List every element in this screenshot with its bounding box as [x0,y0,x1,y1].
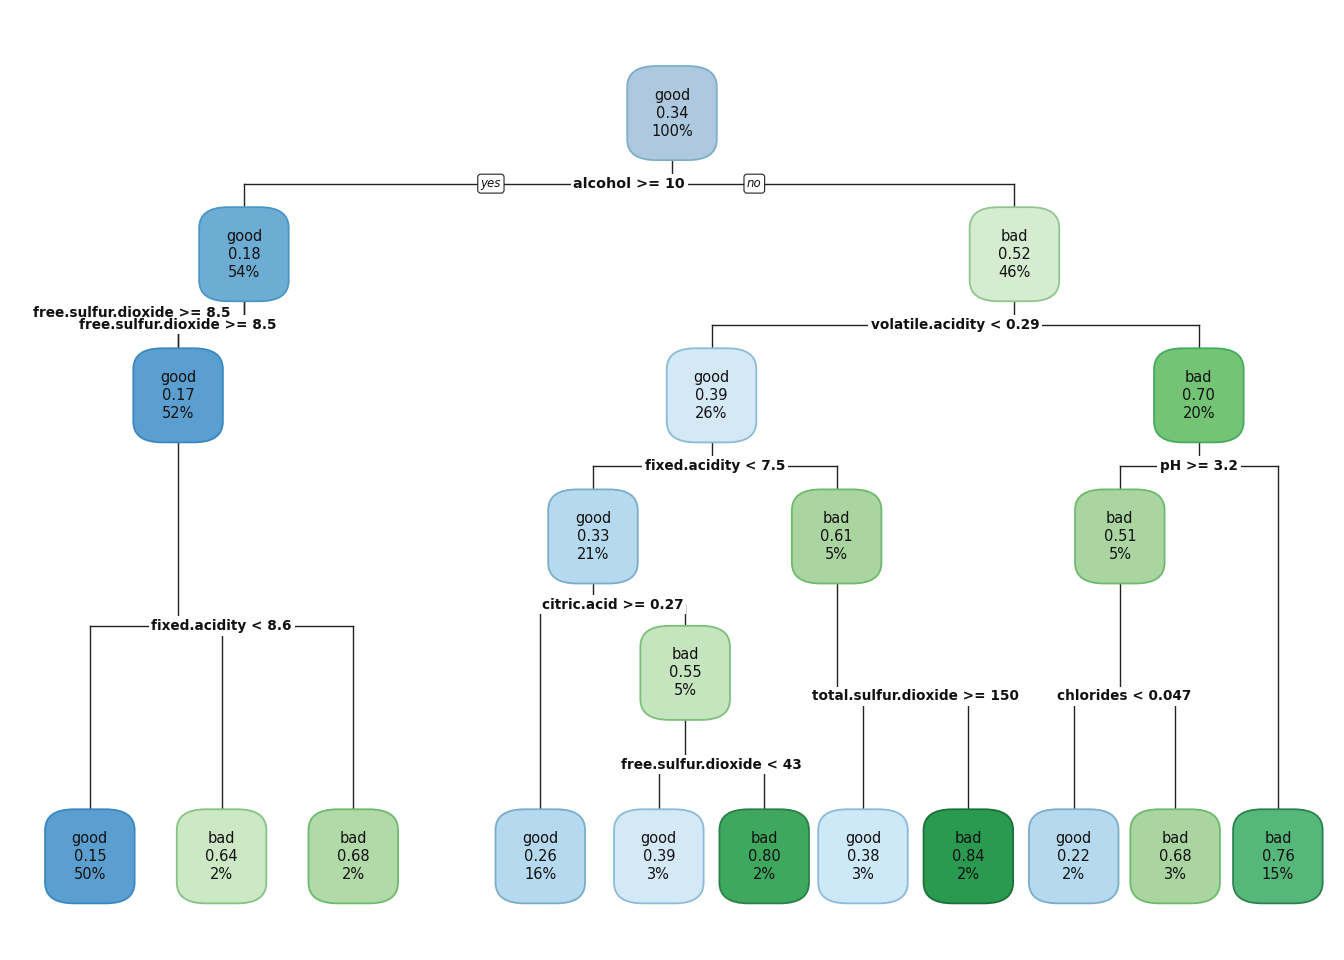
FancyBboxPatch shape [177,809,266,903]
Text: free.sulfur.dioxide >= 8.5: free.sulfur.dioxide >= 8.5 [79,318,277,332]
Text: pH >= 3.2: pH >= 3.2 [1160,459,1238,473]
Text: good
0.33
21%: good 0.33 21% [575,511,612,562]
Text: good
0.39
26%: good 0.39 26% [694,370,730,420]
FancyBboxPatch shape [1030,809,1118,903]
FancyBboxPatch shape [640,626,730,720]
Text: bad
0.84
2%: bad 0.84 2% [952,830,985,882]
Text: fixed.acidity < 7.5: fixed.acidity < 7.5 [645,459,785,473]
FancyBboxPatch shape [1154,348,1243,443]
Text: bad
0.61
5%: bad 0.61 5% [820,511,853,562]
Text: volatile.acidity < 0.29: volatile.acidity < 0.29 [871,318,1039,332]
FancyBboxPatch shape [133,348,223,443]
Text: bad
0.64
2%: bad 0.64 2% [206,830,238,882]
Text: free.sulfur.dioxide >= 8.5: free.sulfur.dioxide >= 8.5 [34,306,231,320]
Text: good
0.26
16%: good 0.26 16% [523,830,558,882]
Text: bad
0.51
5%: bad 0.51 5% [1103,511,1136,562]
Text: bad
0.68
3%: bad 0.68 3% [1159,830,1191,882]
FancyBboxPatch shape [548,490,638,584]
Text: bad
0.80
2%: bad 0.80 2% [747,830,781,882]
FancyBboxPatch shape [969,207,1059,301]
FancyBboxPatch shape [496,809,585,903]
Text: bad
0.52
46%: bad 0.52 46% [999,228,1031,279]
Text: bad
0.76
15%: bad 0.76 15% [1262,830,1294,882]
Text: good
0.39
3%: good 0.39 3% [641,830,677,882]
Text: good
0.34
100%: good 0.34 100% [650,87,694,138]
FancyBboxPatch shape [1075,490,1165,584]
FancyBboxPatch shape [667,348,757,443]
Text: citric.acid >= 0.27: citric.acid >= 0.27 [542,598,684,612]
Text: no: no [747,178,762,190]
FancyBboxPatch shape [1232,809,1322,903]
Text: good
0.22
2%: good 0.22 2% [1055,830,1091,882]
Text: good
0.17
52%: good 0.17 52% [160,370,196,420]
Text: good
0.15
50%: good 0.15 50% [71,830,108,882]
FancyBboxPatch shape [309,809,398,903]
Text: alcohol >= 10: alcohol >= 10 [574,177,685,191]
Text: fixed.acidity < 8.6: fixed.acidity < 8.6 [152,619,292,633]
FancyBboxPatch shape [199,207,289,301]
Text: chlorides < 0.047: chlorides < 0.047 [1058,689,1192,704]
FancyBboxPatch shape [818,809,907,903]
Text: good
0.38
3%: good 0.38 3% [845,830,882,882]
Text: yes: yes [481,178,501,190]
FancyBboxPatch shape [923,809,1013,903]
Text: bad
0.70
20%: bad 0.70 20% [1183,370,1215,420]
FancyBboxPatch shape [46,809,134,903]
Text: bad
0.55
5%: bad 0.55 5% [669,647,702,698]
Text: bad
0.68
2%: bad 0.68 2% [337,830,370,882]
FancyBboxPatch shape [1130,809,1220,903]
FancyBboxPatch shape [792,490,882,584]
FancyBboxPatch shape [614,809,704,903]
Text: total.sulfur.dioxide >= 150: total.sulfur.dioxide >= 150 [812,689,1019,704]
Text: good
0.18
54%: good 0.18 54% [226,228,262,279]
FancyBboxPatch shape [719,809,809,903]
Text: free.sulfur.dioxide < 43: free.sulfur.dioxide < 43 [621,757,802,772]
FancyBboxPatch shape [628,66,716,160]
